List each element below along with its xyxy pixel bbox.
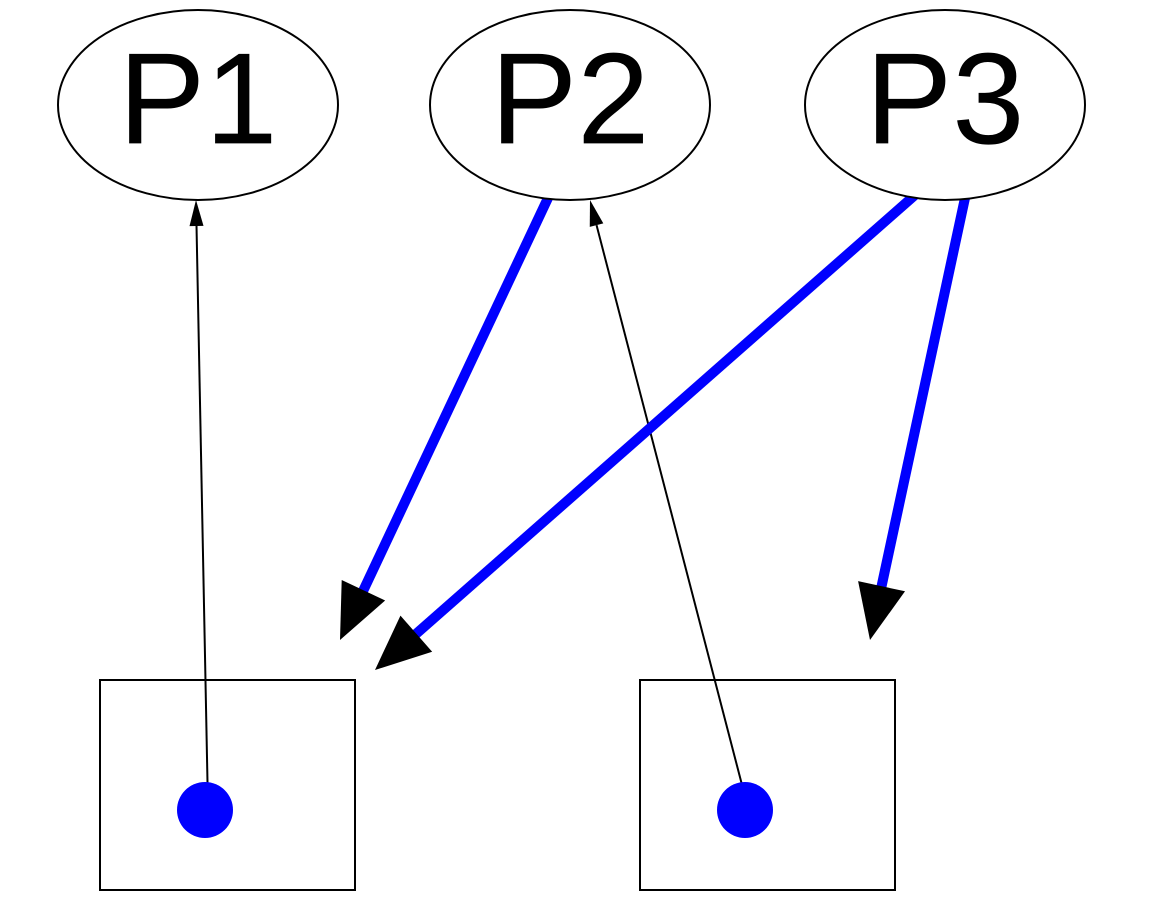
edge-thick-2-shaft xyxy=(876,198,965,610)
box-node-B2 xyxy=(640,680,895,890)
ellipse-node-P3: P3 xyxy=(805,10,1085,200)
edge-thick-0 xyxy=(340,198,548,640)
edge-thick-2 xyxy=(858,198,965,640)
ellipse-P2-label: P2 xyxy=(490,25,649,171)
box-B2-token-icon xyxy=(717,782,773,838)
edge-thin-1-arrowhead-icon xyxy=(590,200,604,227)
edge-thin-0 xyxy=(190,200,208,808)
edge-thin-1-shaft xyxy=(597,225,748,808)
box-B2-rect xyxy=(640,680,895,890)
ellipse-P3-label: P3 xyxy=(865,25,1024,171)
edge-thick-2-arrowhead-icon xyxy=(858,581,905,640)
ellipse-node-P1: P1 xyxy=(58,10,338,200)
edge-thick-1 xyxy=(375,195,915,670)
ellipse-P1-label: P1 xyxy=(118,25,277,171)
box-B1-token-icon xyxy=(177,782,233,838)
edge-thin-0-arrowhead-icon xyxy=(190,200,204,226)
edge-thick-0-shaft xyxy=(353,198,548,613)
edge-thin-1 xyxy=(590,200,748,808)
edge-thin-0-shaft xyxy=(197,226,208,808)
box-B1-rect xyxy=(100,680,355,890)
edge-thick-1-shaft xyxy=(398,195,915,650)
box-node-B1 xyxy=(100,680,355,890)
ellipse-node-P2: P2 xyxy=(430,10,710,200)
